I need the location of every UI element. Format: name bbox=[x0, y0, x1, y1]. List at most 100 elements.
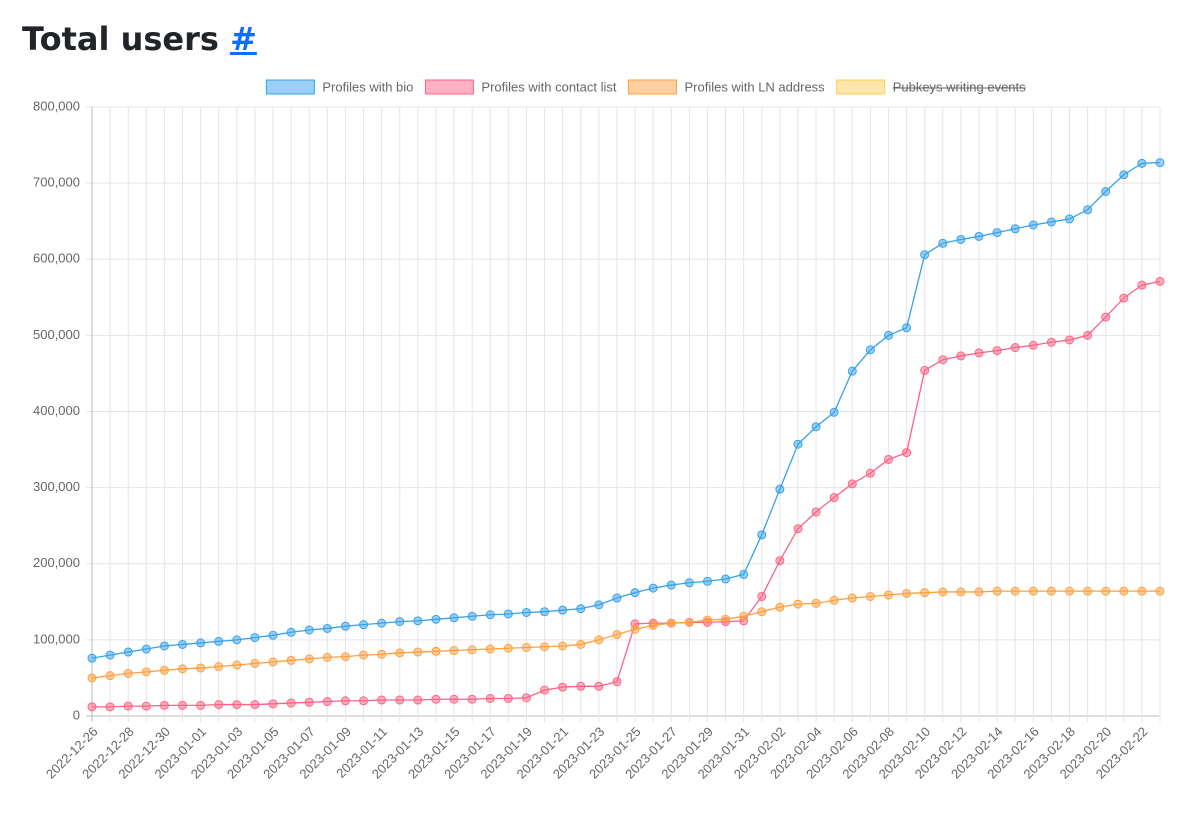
data-point bbox=[648, 583, 658, 593]
data-point bbox=[286, 655, 296, 665]
data-point bbox=[268, 657, 278, 667]
data-point bbox=[920, 250, 930, 260]
data-point bbox=[449, 694, 459, 704]
data-point bbox=[431, 646, 441, 656]
data-point bbox=[1119, 293, 1129, 303]
data-point bbox=[721, 614, 731, 624]
data-point bbox=[865, 591, 875, 601]
data-point bbox=[811, 507, 821, 517]
data-point bbox=[1028, 340, 1038, 350]
data-point bbox=[558, 682, 568, 692]
data-point bbox=[377, 695, 387, 705]
data-point bbox=[974, 587, 984, 597]
data-point bbox=[178, 700, 188, 710]
data-point bbox=[1046, 337, 1056, 347]
data-point bbox=[883, 590, 893, 600]
data-point bbox=[811, 422, 821, 432]
data-point bbox=[322, 623, 332, 633]
data-point bbox=[141, 701, 151, 711]
data-point bbox=[630, 624, 640, 634]
data-point bbox=[196, 638, 206, 648]
data-point bbox=[503, 643, 513, 653]
data-point bbox=[1083, 205, 1093, 215]
data-point bbox=[159, 700, 169, 710]
data-point bbox=[467, 645, 477, 655]
data-point bbox=[449, 646, 459, 656]
data-point bbox=[214, 636, 224, 646]
legend-swatch bbox=[265, 79, 315, 95]
data-point bbox=[485, 644, 495, 654]
data-point bbox=[540, 642, 550, 652]
data-point bbox=[377, 618, 387, 628]
anchor-link[interactable]: # bbox=[230, 20, 257, 58]
data-point bbox=[576, 604, 586, 614]
y-tick-label: 0 bbox=[73, 707, 80, 722]
series-line bbox=[91, 161, 1161, 659]
data-point bbox=[467, 694, 477, 704]
data-point bbox=[648, 620, 658, 630]
data-point bbox=[467, 611, 477, 621]
data-point bbox=[1155, 276, 1165, 286]
data-point bbox=[431, 694, 441, 704]
data-point bbox=[540, 607, 550, 617]
data-point bbox=[1119, 586, 1129, 596]
data-point bbox=[612, 593, 622, 603]
data-point bbox=[1101, 586, 1111, 596]
data-point bbox=[865, 345, 875, 355]
chart: 0 100,000 200,000 300,000 400,000 500,000 600,… bbox=[33, 79, 1165, 782]
data-point bbox=[521, 642, 531, 652]
data-point bbox=[883, 330, 893, 340]
data-point bbox=[974, 231, 984, 241]
data-point bbox=[485, 610, 495, 620]
data-point bbox=[1101, 186, 1111, 196]
data-point bbox=[883, 454, 893, 464]
y-tick-label: 100,000 bbox=[33, 631, 80, 646]
data-point bbox=[865, 468, 875, 478]
data-point bbox=[286, 627, 296, 637]
data-point bbox=[956, 587, 966, 597]
data-point bbox=[1101, 312, 1111, 322]
heading: Total users # bbox=[22, 20, 257, 58]
data-point bbox=[503, 693, 513, 703]
data-point bbox=[558, 605, 568, 615]
data-point bbox=[304, 625, 314, 635]
data-point bbox=[1155, 158, 1165, 168]
data-point bbox=[250, 700, 260, 710]
data-point bbox=[1046, 217, 1056, 227]
data-point bbox=[105, 671, 115, 681]
data-point bbox=[359, 650, 369, 660]
data-point bbox=[413, 616, 423, 626]
data-point bbox=[721, 574, 731, 584]
data-point bbox=[1064, 335, 1074, 345]
data-point bbox=[1010, 224, 1020, 234]
data-point bbox=[829, 493, 839, 503]
legend-swatch bbox=[628, 79, 678, 95]
data-point bbox=[413, 695, 423, 705]
data-point bbox=[902, 588, 912, 598]
data-point bbox=[395, 617, 405, 627]
data-point bbox=[521, 693, 531, 703]
data-point bbox=[793, 599, 803, 609]
data-point bbox=[286, 698, 296, 708]
data-point bbox=[159, 665, 169, 675]
data-point bbox=[1064, 586, 1074, 596]
data-point bbox=[1083, 330, 1093, 340]
data-point bbox=[1137, 586, 1147, 596]
data-point bbox=[159, 641, 169, 651]
data-point bbox=[630, 588, 640, 598]
data-point bbox=[938, 587, 948, 597]
y-tick-label: 500,000 bbox=[33, 327, 80, 342]
data-point bbox=[141, 644, 151, 654]
data-point bbox=[902, 448, 912, 458]
data-point bbox=[503, 609, 513, 619]
data-point bbox=[920, 588, 930, 598]
legend: Profiles with bio Profiles with contact l… bbox=[265, 79, 1026, 95]
data-point bbox=[576, 639, 586, 649]
data-point bbox=[684, 578, 694, 588]
y-tick-label: 300,000 bbox=[33, 479, 80, 494]
data-point bbox=[1028, 220, 1038, 230]
data-point bbox=[793, 524, 803, 534]
data-point bbox=[920, 365, 930, 375]
data-point bbox=[757, 530, 767, 540]
series-line bbox=[92, 280, 1161, 708]
